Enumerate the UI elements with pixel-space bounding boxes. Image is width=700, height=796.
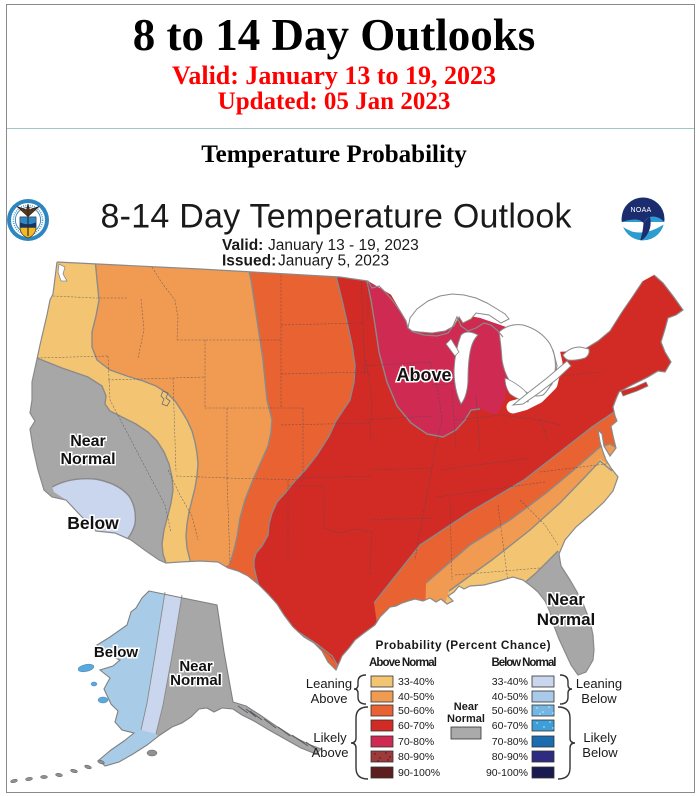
svg-text:Below: Below xyxy=(94,644,139,661)
svg-text:Above: Above xyxy=(311,691,348,706)
svg-text:70-80%: 70-80% xyxy=(398,736,434,748)
svg-text:60-70%: 60-70% xyxy=(398,720,434,732)
svg-text:Near: Near xyxy=(454,701,479,713)
svg-text:Valid:January 13 - 19, 2023: Valid: January 13 - 19, 2023 xyxy=(222,237,419,254)
svg-text:Near: Near xyxy=(179,658,213,675)
svg-text:80-90%: 80-90% xyxy=(398,751,434,763)
svg-text:Above: Above xyxy=(396,365,451,385)
svg-text:Below: Below xyxy=(67,513,119,533)
svg-text:40-50%: 40-50% xyxy=(398,691,434,703)
svg-text:Near: Near xyxy=(70,433,106,450)
svg-text:Issued:January 5, 2023: Issued: January 5, 2023 xyxy=(222,253,389,270)
svg-text:8-14 Day Temperature Outlook: 8-14 Day Temperature Outlook xyxy=(101,198,573,236)
svg-text:Normal: Normal xyxy=(170,672,222,689)
svg-text:40-50%: 40-50% xyxy=(492,691,528,703)
svg-text:50-60%: 50-60% xyxy=(492,705,528,717)
svg-text:Probability (Percent Chance): Probability (Percent Chance) xyxy=(376,638,551,652)
svg-text:33-40%: 33-40% xyxy=(398,676,434,688)
svg-text:Near: Near xyxy=(547,590,585,609)
svg-text:Leaning: Leaning xyxy=(576,676,622,691)
svg-text:80-90%: 80-90% xyxy=(492,751,528,763)
svg-text:Likely: Likely xyxy=(313,730,347,745)
svg-text:Above: Above xyxy=(312,745,349,760)
svg-text:Normal: Normal xyxy=(60,451,115,468)
svg-text:Normal: Normal xyxy=(447,713,485,725)
svg-text:50-60%: 50-60% xyxy=(398,705,434,717)
svg-text:Normal: Normal xyxy=(537,610,596,629)
svg-text:NOAA: NOAA xyxy=(630,207,651,214)
svg-text:Likely: Likely xyxy=(583,730,617,745)
svg-text:Above Normal: Above Normal xyxy=(369,657,437,669)
svg-text:33-40%: 33-40% xyxy=(492,676,528,688)
svg-text:70-80%: 70-80% xyxy=(492,736,528,748)
svg-text:60-70%: 60-70% xyxy=(492,720,528,732)
svg-text:90-100%: 90-100% xyxy=(486,767,528,779)
svg-text:Below: Below xyxy=(581,691,617,706)
svg-text:90-100%: 90-100% xyxy=(398,767,440,779)
svg-text:Below: Below xyxy=(582,745,618,760)
svg-text:Below Normal: Below Normal xyxy=(492,657,557,669)
svg-text:Leaning: Leaning xyxy=(306,676,352,691)
